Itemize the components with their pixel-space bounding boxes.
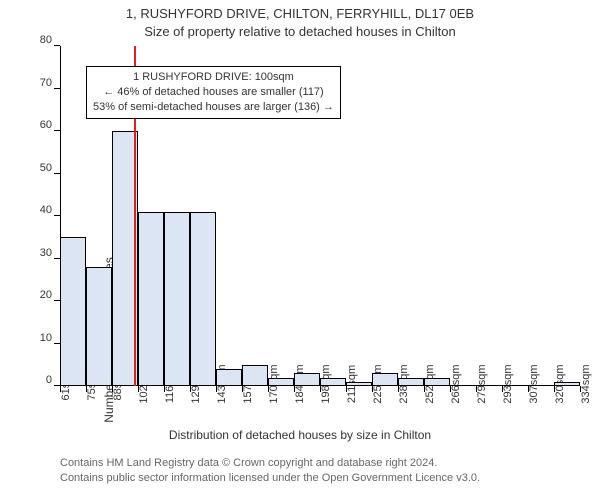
histogram-bar <box>346 382 372 386</box>
y-tick <box>54 215 60 216</box>
y-tick <box>54 130 60 131</box>
y-tick-label: 10 <box>40 332 52 344</box>
footnote-line-1: Contains HM Land Registry data © Crown c… <box>60 457 437 469</box>
y-tick <box>54 173 60 174</box>
histogram-bar <box>164 212 190 386</box>
title-main: 1, RUSHYFORD DRIVE, CHILTON, FERRYHILL, … <box>0 6 600 21</box>
histogram-bar <box>372 373 398 386</box>
histogram-bar <box>242 365 268 386</box>
histogram-bar <box>294 373 320 386</box>
footnote-line-2: Contains public sector information licen… <box>60 472 480 484</box>
x-tick-label: 334sqm <box>580 364 592 403</box>
y-tick <box>54 45 60 46</box>
histogram-bar <box>60 237 86 386</box>
histogram-bar <box>190 212 216 386</box>
histogram-bar <box>398 378 424 387</box>
y-tick-label: 60 <box>40 119 52 131</box>
histogram-bar <box>138 212 164 386</box>
y-tick-label: 50 <box>40 162 52 174</box>
histogram-bar <box>424 378 450 387</box>
annotation-line: ← 46% of detached houses are smaller (11… <box>93 85 334 100</box>
annotation-line: 1 RUSHYFORD DRIVE: 100sqm <box>93 70 334 85</box>
y-tick <box>54 88 60 89</box>
y-tick-label: 0 <box>46 374 52 386</box>
plot-area: 0102030405060708061sqm75sqm88sqm102sqm11… <box>60 46 580 386</box>
histogram-bar <box>554 382 580 386</box>
y-tick-label: 30 <box>40 247 52 259</box>
annotation-line: 53% of semi-detached houses are larger (… <box>93 100 334 115</box>
y-tick-label: 40 <box>40 204 52 216</box>
x-tick-label: 279sqm <box>476 364 488 403</box>
y-tick-label: 80 <box>40 34 52 46</box>
y-tick-label: 20 <box>40 289 52 301</box>
x-tick-label: 293sqm <box>502 364 514 403</box>
histogram-bar <box>86 267 112 386</box>
x-tick-label: 307sqm <box>528 364 540 403</box>
histogram-bar <box>268 378 294 387</box>
annotation-box: 1 RUSHYFORD DRIVE: 100sqm← 46% of detach… <box>86 66 341 119</box>
histogram-bar <box>216 369 242 386</box>
figure: 1, RUSHYFORD DRIVE, CHILTON, FERRYHILL, … <box>0 0 600 500</box>
histogram-bar <box>320 378 346 387</box>
x-tick-label: 266sqm <box>450 364 462 403</box>
x-axis-label: Distribution of detached houses by size … <box>0 428 600 442</box>
y-tick-label: 70 <box>40 77 52 89</box>
title-sub: Size of property relative to detached ho… <box>0 24 600 39</box>
